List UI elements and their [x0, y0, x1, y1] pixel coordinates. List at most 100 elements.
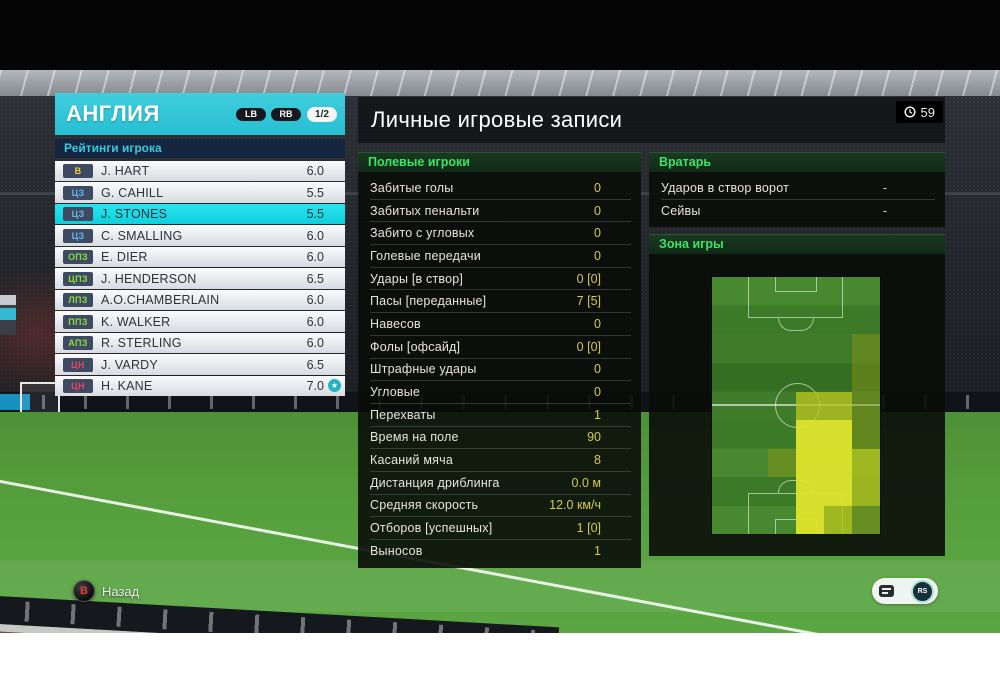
heat-cell: [824, 505, 852, 535]
heat-cell: [824, 420, 852, 449]
stat-label: Штрафные удары: [370, 362, 477, 377]
player-name: J. HART: [101, 164, 150, 179]
stat-label: Голевые передачи: [370, 248, 481, 263]
right-stick-icon: RS: [911, 579, 934, 603]
stat-label: Перехваты: [370, 407, 436, 422]
match-minute: 59: [920, 104, 935, 120]
goalkeeper-stats: Ударов в створ ворот - Сейвы -: [649, 172, 945, 228]
player-name: J. HENDERSON: [101, 271, 197, 286]
side-screen: [0, 295, 16, 335]
team-name: АНГЛИЯ: [66, 101, 160, 126]
stat-value: 12.0 км/ч: [549, 498, 601, 513]
chat-hint[interactable]: RS: [872, 578, 938, 604]
stat-label: Забито с угловых: [370, 226, 475, 241]
back-label: Назад: [102, 583, 140, 599]
position-badge: ЦПЗ: [63, 271, 93, 286]
game-records-panel: Личные игровые записи 59 Полевые игроки …: [358, 97, 945, 568]
stat-value: 90: [587, 430, 601, 445]
player-rating: 6.0: [306, 228, 324, 243]
stat-row: Угловые 0: [370, 381, 631, 404]
heat-cell: [852, 391, 880, 421]
stat-row: Навесов 0: [370, 313, 631, 336]
stat-label: Дистанция дриблинга: [370, 475, 500, 490]
stat-label: Касаний мяча: [370, 453, 454, 468]
stat-label: Отборов [успешных]: [370, 521, 493, 536]
heat-cell: [852, 448, 880, 478]
goalkeeper-section-header: Вратарь: [649, 152, 945, 172]
stat-label: Время на поле: [370, 430, 459, 445]
records-title: Личные игровые записи: [371, 107, 623, 132]
position-badge: АПЗ: [63, 336, 93, 351]
stat-value: -: [882, 180, 887, 195]
best-player-star-icon: ★: [328, 379, 341, 393]
team-ratings-panel: АНГЛИЯ LB RB 1/2 Рейтинги игрока В J. HAR…: [55, 93, 345, 397]
outfield-stats: Забитые голы 0 Забитых пенальти 0 Забито с у…: [358, 172, 641, 568]
position-badge: ППЗ: [63, 314, 93, 329]
player-rating: 6.5: [306, 357, 324, 372]
stat-label: Пасы [переданные]: [370, 294, 487, 309]
back-hint[interactable]: B Назад: [73, 580, 139, 602]
stadium-roof: [0, 70, 1000, 96]
b-button-icon[interactable]: B: [73, 580, 95, 602]
player-rating: 6.0: [306, 164, 324, 179]
goal-box-top: [775, 277, 817, 293]
player-name: A.O.CHAMBERLAIN: [101, 293, 220, 308]
lb-button[interactable]: LB: [236, 107, 266, 121]
player-row[interactable]: ЦН H. KANE 7.0 ★: [55, 375, 345, 397]
goal-frame: [20, 382, 60, 414]
stat-value: 1 [0]: [576, 521, 601, 536]
position-badge: ОПЗ: [63, 250, 93, 265]
stat-row: Касаний мяча 8: [370, 449, 631, 472]
match-clock: 59: [895, 101, 943, 123]
stat-row: Забито с угловых 0: [370, 222, 631, 246]
stat-label: Выносов: [370, 543, 423, 558]
bottom-letterbox: [0, 633, 1000, 700]
heatmap-pitch: [712, 277, 880, 535]
player-name: K. WALKER: [101, 314, 171, 329]
grass-mow-band: [0, 560, 1000, 612]
stat-value: 0: [594, 316, 601, 331]
stat-label: Навесов: [370, 316, 421, 331]
stat-row: Пасы [переданные] 7 [5]: [370, 290, 631, 314]
stat-value: 0: [594, 248, 601, 263]
heat-cell: [796, 391, 824, 421]
heat-cell: [796, 505, 824, 535]
stat-value: 0: [594, 226, 601, 241]
goalkeeper-column: Вратарь Ударов в створ ворот - Сейвы - Зона…: [649, 152, 945, 568]
stat-row: Удары [в створ] 0 [0]: [370, 268, 631, 291]
player-rating: 7.0: [306, 378, 324, 393]
heat-cell: [852, 363, 880, 392]
player-name: J. STONES: [101, 207, 168, 222]
stat-row: Время на поле 90: [370, 427, 631, 450]
player-name: C. SMALLING: [101, 228, 183, 243]
stat-row: Отборов [успешных] 1 [0]: [370, 517, 631, 540]
top-letterbox: [0, 0, 1000, 70]
play-zone-panel: [649, 254, 945, 557]
stat-label: Сейвы: [661, 203, 701, 218]
player-rating: 6.5: [306, 271, 324, 286]
player-rating: 5.5: [306, 207, 324, 222]
stat-label: Забитых пенальти: [370, 203, 480, 218]
rb-button[interactable]: RB: [271, 107, 301, 121]
page-indicator: 1/2: [307, 106, 337, 122]
stat-value: -: [882, 203, 887, 218]
player-name: J. VARDY: [101, 357, 158, 372]
stat-row: Забитых пенальти 0: [370, 200, 631, 223]
heat-cell: [824, 391, 852, 421]
stat-row: Сейвы -: [661, 200, 935, 222]
stat-label: Средняя скорость: [370, 498, 479, 513]
heat-cell: [852, 420, 880, 449]
position-badge: ЦН: [63, 378, 93, 393]
ad-board-cyan: [0, 394, 30, 410]
